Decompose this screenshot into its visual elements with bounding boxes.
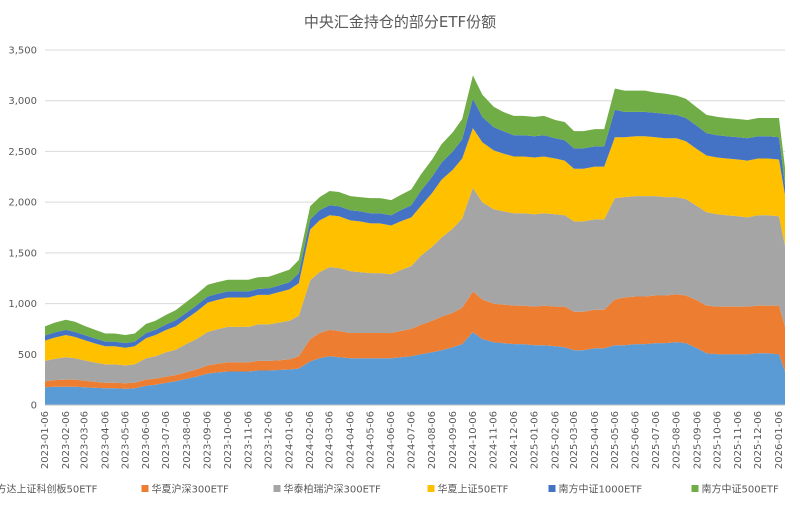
series-area [45,187,785,384]
legend-swatch [548,485,556,492]
x-tick-label: 2025-06-06 [631,411,642,469]
x-tick-label: 2024-08-06 [427,411,438,469]
x-tick-label: 2024-07-06 [406,411,417,469]
x-tick-label: 2023-12-06 [264,411,275,469]
x-tick-label: 2023-09-06 [203,411,214,469]
y-axis: 0 500 1,000 1,500 2,000 2,500 3,000 3,500 [8,46,37,412]
legend-label: 南方中证500ETF [702,483,780,496]
y-tick-label: 1,500 [8,248,37,259]
data-areas [45,75,785,405]
x-tick-label: 2024-04-06 [345,411,356,469]
legend: 易方达上证科创板50ETF 华夏沪深300ETF 华泰柏瑞沪深300ETF 华夏上证5… [0,483,779,496]
x-tick-label: 2025-10-06 [712,411,723,469]
x-tick-label: 2023-03-06 [80,411,91,469]
x-tick-label: 2024-12-06 [509,411,520,469]
x-tick-label: 2024-03-06 [325,411,336,469]
x-tick-label: 2025-09-06 [692,411,703,469]
x-tick-label: 2023-02-06 [61,411,72,469]
x-tick-label: 2026-01-06 [774,411,785,469]
x-tick-label: 2024-11-06 [489,411,500,469]
x-tick-label: 2023-07-06 [161,411,172,469]
y-tick-label: 3,500 [8,46,37,57]
legend-label: 华泰柏瑞沪深300ETF [284,483,382,496]
x-tick-label: 2025-11-06 [733,411,744,469]
x-tick-label: 2024-06-06 [386,411,397,469]
chart-title: 中央汇金持仓的部分ETF份额 [304,13,496,31]
legend-swatch [273,485,281,492]
legend-label: 南方中证1000ETF [559,483,643,496]
legend-label: 易方达上证科创板50ETF [0,483,98,496]
series-area [45,291,785,389]
y-tick-label: 3,000 [8,96,37,107]
x-tick-label: 2023-05-06 [120,411,131,469]
y-tick-label: 1,000 [8,299,37,310]
y-tick-label: 500 [18,350,37,361]
x-tick-label: 2023-11-06 [244,411,255,469]
x-tick-label: 2023-10-06 [223,411,234,469]
x-tick-label: 2025-04-06 [590,411,601,469]
x-tick-label: 2025-05-06 [610,411,621,469]
legend-swatch [691,485,699,492]
legend-label: 华夏沪深300ETF [152,483,230,496]
series-area [45,75,785,344]
y-tick-label: 0 [31,401,37,412]
x-axis: 2023-01-06 2023-02-06 2023-03-06 2023-04-06… [40,404,785,469]
y-tick-label: 2,000 [8,198,37,209]
x-tick-label: 2023-06-06 [141,411,152,469]
x-tick-label: 2023-01-06 [40,411,51,469]
x-tick-label: 2025-01-06 [530,411,541,469]
x-tick-label: 2023-08-06 [182,411,193,469]
x-tick-label: 2025-03-06 [569,411,580,469]
legend-label: 华夏上证50ETF [438,483,509,496]
series-area [45,128,785,366]
series-area [45,332,785,405]
series-area [45,98,785,348]
x-tick-label: 2024-10-06 [468,411,479,469]
x-tick-label: 2024-01-06 [284,411,295,469]
x-tick-label: 2025-02-06 [550,411,561,469]
legend-swatch [427,485,435,492]
x-tick-label: 2024-09-06 [448,411,459,469]
x-tick-label: 2025-08-06 [672,411,683,469]
x-tick-label: 2025-07-06 [651,411,662,469]
y-tick-label: 2,500 [8,147,37,158]
x-tick-label: 2023-04-06 [100,411,111,469]
x-tick-label: 2024-02-06 [305,411,316,469]
legend-swatch [141,485,149,492]
x-tick-label: 2024-05-06 [365,411,376,469]
x-tick-label: 2025-12-06 [753,411,764,469]
